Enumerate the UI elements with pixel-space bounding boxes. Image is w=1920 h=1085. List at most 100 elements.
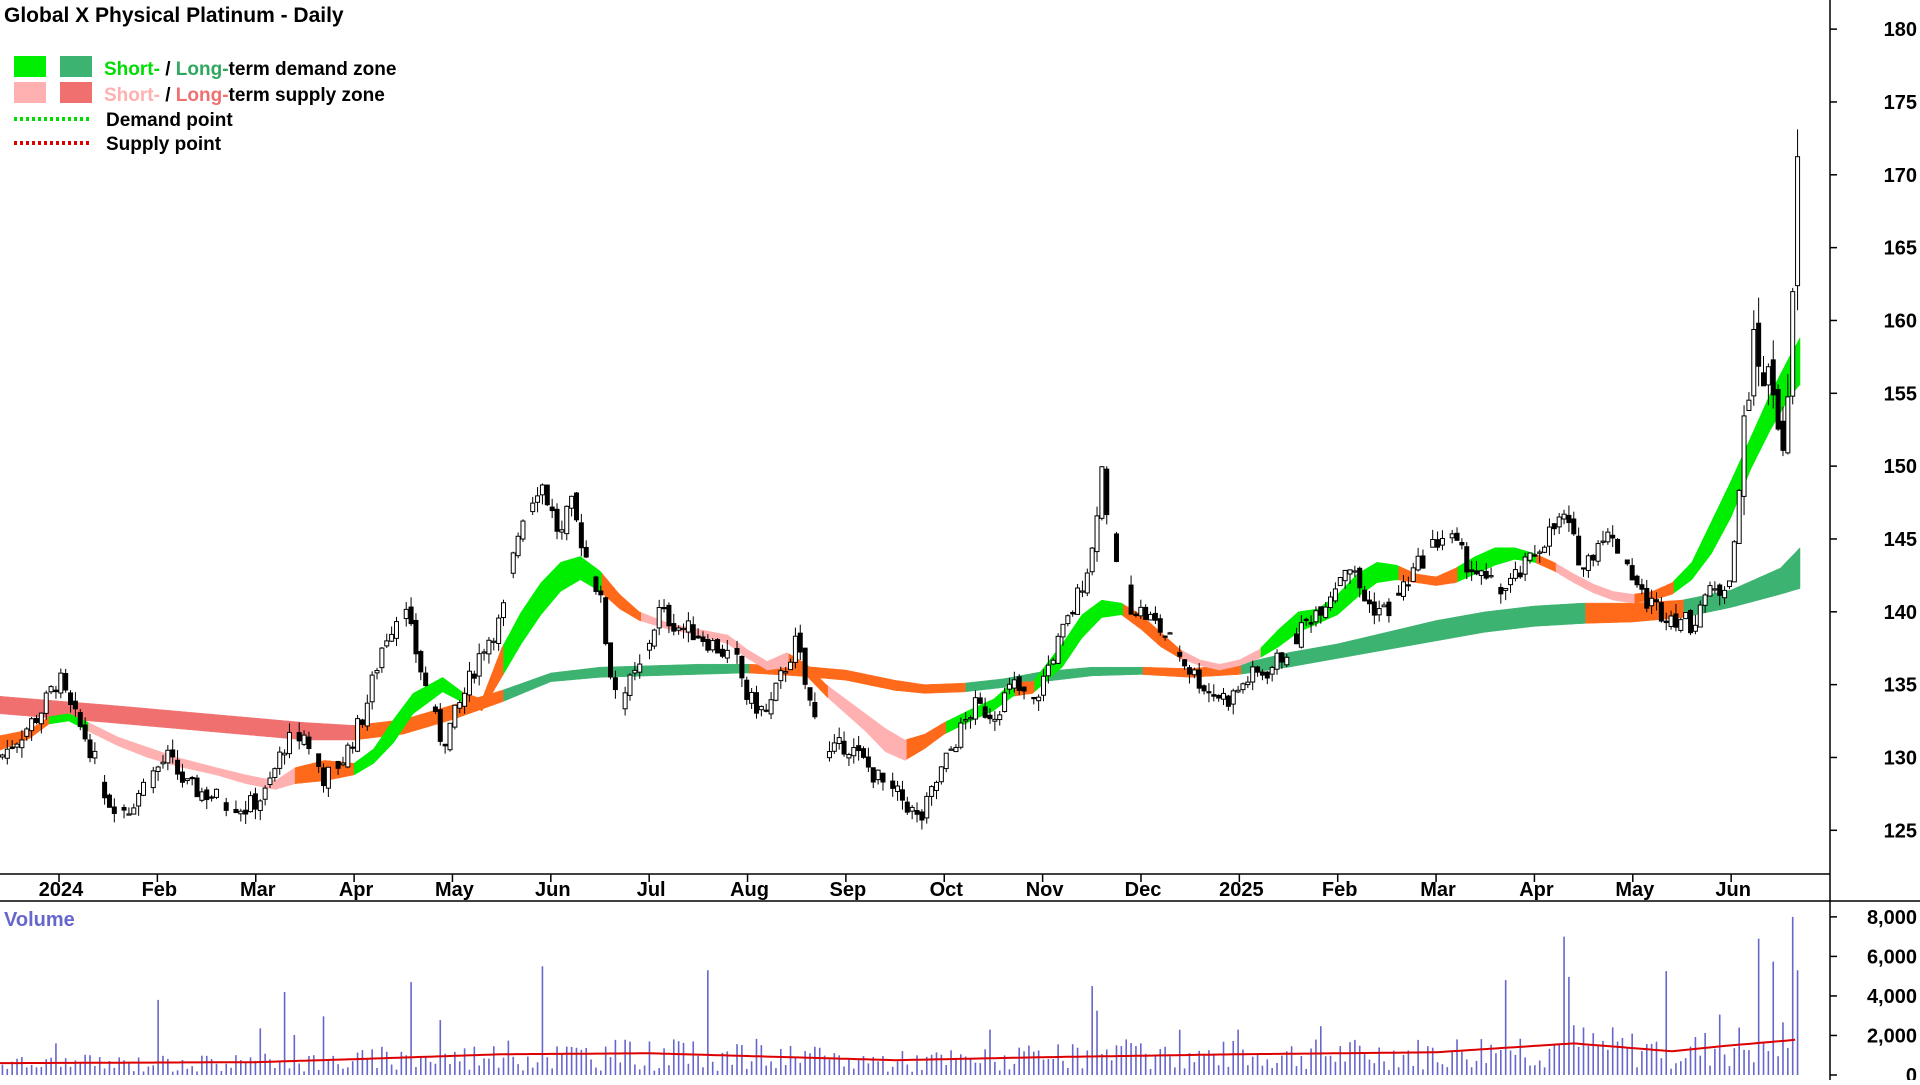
candle-body-down [744,679,750,700]
candle [1396,585,1402,596]
candle [895,780,901,801]
candle [452,704,458,730]
candle [286,723,292,759]
candle [1585,553,1591,578]
legend-demand-point: Demand point [106,110,233,131]
candle-body-up [1230,690,1236,705]
candle-body-down [63,673,69,691]
candle-body-up [1731,541,1737,583]
candle-body-up [768,699,774,715]
candle [569,495,575,517]
candle [1775,384,1781,431]
candle [909,804,915,820]
candle [277,746,283,775]
candle-body-up [510,552,516,574]
candle-body-down [53,689,59,693]
candle [826,741,832,762]
candle-body-up [963,719,969,722]
candle-body-up [895,785,901,792]
legend-supply-sep: / [160,85,176,106]
candle-body-down [1143,606,1149,620]
candle [1556,512,1562,535]
candle [612,670,618,699]
price-axis-ticks: 180 175 170 165 160 155 150 145 140 135 130 125 [1830,19,1917,842]
candle-body-down [890,780,896,789]
candle-body-down [1576,535,1582,566]
candle [890,772,896,797]
candle-body-up [530,502,536,513]
candle-body-up [846,754,852,759]
candle-body-up [1138,606,1144,617]
candle [1070,610,1076,617]
candle-body-up [1342,569,1348,582]
candle [700,631,706,647]
candle [1186,664,1192,684]
candle-body-up [1250,666,1256,683]
candle-body-down [734,648,740,655]
candle-body-down [77,712,83,727]
candle [1765,363,1771,406]
candle [681,623,687,639]
candle-body-down [1128,584,1134,615]
candle [121,804,127,819]
price-tick-label: 160 [1884,310,1917,332]
candle [1337,576,1343,587]
candle [1148,611,1154,621]
candle-body-down [1021,686,1027,692]
candle [496,614,502,651]
candle-body-up [1702,594,1708,606]
candle-body-up [496,617,502,644]
candle [1668,610,1674,630]
candle [773,682,779,702]
candle [1629,558,1635,581]
candle-body-up [1269,666,1275,675]
candle-body-down [987,714,993,720]
candle [1089,546,1095,576]
candle [1702,593,1708,613]
candle-body-up [1036,696,1042,702]
candle-body-up [4,748,10,759]
candle [160,755,166,769]
candle-body-down [1162,635,1168,638]
candle [1099,466,1105,521]
candle-body-up [1055,635,1061,664]
candle [1707,581,1713,597]
candle-body-up [369,674,375,703]
legend-demand-rest: term demand zone [229,59,397,80]
candle [1298,615,1304,649]
candle [1454,527,1460,541]
candle-body-down [919,811,925,821]
candle-body-up [1765,366,1771,386]
candle [661,599,667,613]
candle [1313,606,1319,627]
candle [656,599,662,636]
candle-body-up [1002,692,1008,713]
candle [831,734,837,754]
x-tick-label: Apr [1519,879,1554,901]
candle-body-up [968,717,974,720]
candle-body-up [1512,569,1518,579]
candle [389,626,395,642]
candle [1644,579,1650,613]
candle [1517,565,1523,579]
candle-body-up [938,766,944,783]
candle [1347,569,1353,585]
candle [870,767,876,789]
candle-body-down [194,777,200,798]
candle [778,666,784,689]
candle-body-down [1663,620,1669,624]
candle [257,799,263,821]
candle [744,676,750,705]
candle [749,688,755,709]
candle-body-down [418,651,424,673]
candle [1206,683,1212,703]
candle-body-down [121,806,127,811]
candle [1658,596,1664,623]
candle-body-up [836,737,842,744]
candle-body-up [1668,615,1674,627]
candle-body-down [1362,589,1368,602]
candle-body-down [1780,420,1786,451]
candle [1225,694,1231,711]
candle [1250,660,1256,691]
